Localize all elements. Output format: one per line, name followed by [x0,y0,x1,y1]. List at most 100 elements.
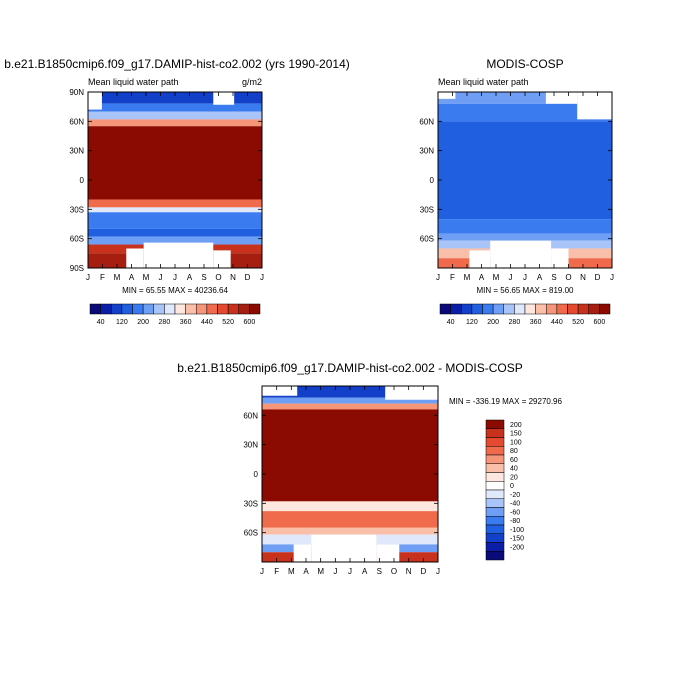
colorbar-cell-3-10 [485,507,505,517]
colorbar-cell-1-1 [100,303,112,315]
y-tick-label-2-2: 0 [430,176,435,185]
colorbar-label-3-6: 20 [510,474,518,481]
colorbar-cell-3-7 [485,481,505,491]
band-1-5 [88,199,262,208]
x-tick-label-2-2: M [464,273,471,282]
band-1-4 [88,126,262,200]
x-tick-label-1-11: D [245,273,251,282]
colorbar-cell-3-2 [485,437,505,447]
band-1-2 [88,111,262,120]
y-tick-label-3-1: 30N [243,441,258,450]
y-tick-label-1-1: 60N [69,117,84,126]
missing-region-1-4 [213,92,235,105]
colorbar-label-1-7: 600 [244,319,256,326]
y-tick-label-3-0: 60N [243,411,258,420]
missing-region-2-0 [577,92,612,120]
colorbar-label-3-3: 80 [510,448,518,455]
colorbar-cell-1-5 [142,303,154,315]
colorbar-cell-2-11 [556,303,568,315]
colorbar-label-1-6: 520 [222,319,234,326]
x-tick-label-3-11: D [420,567,426,576]
colorbar-cell-3-5 [485,463,505,473]
band-3-2 [262,403,438,410]
colorbar-label-2-0: 40 [447,319,455,326]
x-tick-label-3-5: J [333,567,337,576]
colorbar-cell-2-7 [514,303,526,315]
band-1-8 [88,228,262,237]
x-tick-label-3-7: A [362,567,368,576]
colorbar-cell-2-3 [471,303,483,315]
colorbar-label-3-2: 100 [510,439,522,446]
colorbar-cell-3-9 [485,498,505,508]
panel3-stats: MIN = -336.19 MAX = 29270.96 [449,397,563,406]
y-tick-label-1-2: 30N [69,147,84,156]
x-tick-label-2-9: O [565,273,571,282]
colorbar-label-1-3: 280 [159,319,171,326]
x-tick-label-3-10: N [406,567,412,576]
colorbar-cell-1-8 [174,303,186,315]
x-tick-label-2-5: J [509,273,513,282]
missing-region-1-2 [126,248,144,268]
x-tick-label-1-8: S [201,273,206,282]
colorbar-cell-3-3 [485,446,505,456]
missing-region-3-2 [311,534,377,562]
band-3-6 [262,527,438,535]
missing-region-3-1 [385,386,438,400]
x-tick-label-1-6: J [173,273,177,282]
missing-region-1-3 [213,250,231,268]
x-tick-label-3-4: M [317,567,324,576]
colorbar-cell-1-15 [249,303,261,315]
colorbar-cell-2-6 [503,303,515,315]
x-tick-label-2-3: A [479,273,485,282]
x-tick-label-1-4: M [143,273,150,282]
y-tick-label-2-1: 30N [419,147,434,156]
band-2-0 [438,92,612,104]
band-2-2 [438,121,612,220]
colorbar-cell-2-1 [450,303,462,315]
colorbar-cell-2-10 [546,303,558,315]
colorbar-cell-2-2 [461,303,473,315]
colorbar-label-3-1: 150 [510,431,522,438]
colorbar-cell-1-11 [206,303,218,315]
missing-region-1-5 [88,92,102,110]
x-tick-label-1-9: O [215,273,221,282]
panel3-colorbar: 200150100806040200-20-40-60-80-100-150-2… [485,419,524,561]
band-2-3 [438,219,612,234]
x-tick-label-1-10: N [230,273,236,282]
x-tick-label-1-1: F [100,273,105,282]
colorbar-label-2-2: 200 [487,319,499,326]
missing-region-2-1 [545,92,578,104]
y-tick-label-3-3: 30S [244,499,258,508]
band-1-6 [88,207,262,213]
colorbar-label-3-12: -100 [510,527,524,534]
colorbar-cell-3-0 [485,419,505,429]
x-tick-label-3-2: M [288,567,295,576]
colorbar-label-2-1: 120 [466,319,478,326]
colorbar-label-2-3: 280 [509,319,521,326]
x-tick-label-2-7: A [537,273,543,282]
colorbar-label-3-11: -80 [510,518,520,525]
band-2-1 [438,103,612,122]
colorbar-label-2-4: 360 [530,319,542,326]
colorbar-cell-1-13 [227,303,239,315]
panel1-colorbar: 40 120 200 280 360 440 520 600 [89,303,261,326]
band-1-1 [88,103,262,112]
colorbar-cell-2-8 [524,303,536,315]
band-1-3 [88,119,262,127]
band-1-0 [88,92,262,104]
colorbar-cell-2-13 [577,303,589,315]
colorbar-cell-2-15 [599,303,611,315]
colorbar-cell-2-5 [492,303,504,315]
x-tick-label-3-1: F [274,567,279,576]
x-tick-label-2-4: M [493,273,500,282]
colorbar-cell-3-15 [485,551,505,561]
x-tick-label-1-5: J [159,273,163,282]
y-tick-label-2-4: 60S [420,235,434,244]
colorbar-cell-2-12 [567,303,579,315]
colorbar-cell-1-7 [164,303,176,315]
missing-region-3-3 [293,544,312,562]
x-tick-label-1-12: J [260,273,264,282]
x-tick-label-2-11: D [595,273,601,282]
